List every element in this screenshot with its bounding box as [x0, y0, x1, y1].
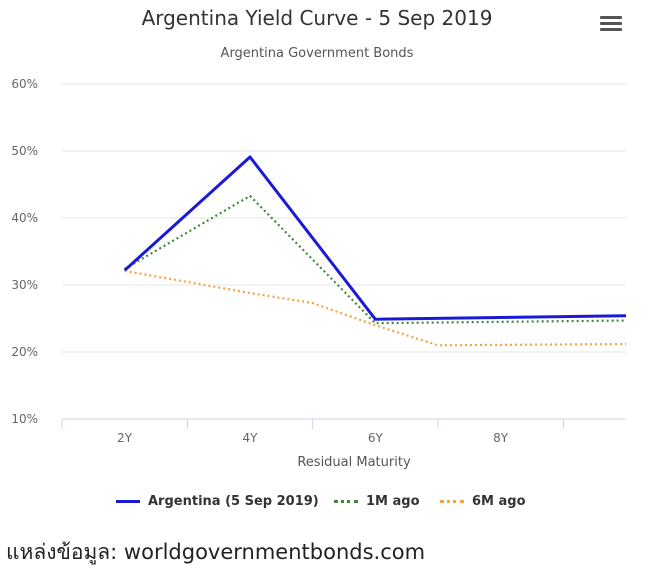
legend-swatch	[440, 500, 464, 503]
y-tick-label: 60%	[11, 77, 38, 91]
legend-label: Argentina (5 Sep 2019)	[148, 494, 319, 509]
chart-title: Argentina Yield Curve - 5 Sep 2019	[141, 6, 493, 30]
x-axis-title: Residual Maturity	[297, 455, 411, 470]
legend-item-0[interactable]: Argentina (5 Sep 2019)	[116, 494, 319, 509]
x-tick-label: 2Y	[117, 431, 133, 445]
y-tick-label: 40%	[11, 211, 38, 225]
y-tick-label: 10%	[11, 412, 38, 426]
legend-label: 6M ago	[472, 494, 526, 509]
hamburger-menu-icon[interactable]	[598, 12, 624, 34]
source-text: แหล่งข้อมูล: worldgovernmentbonds.com	[6, 540, 426, 564]
y-tick-label: 20%	[11, 345, 38, 359]
series-line-2	[124, 269, 627, 347]
legend-label: 1M ago	[366, 494, 420, 509]
series-line-1	[124, 194, 627, 325]
y-tick-label: 50%	[11, 144, 38, 158]
y-tick-label: 30%	[11, 278, 38, 292]
legend-swatch	[116, 500, 140, 503]
x-tick-label: 4Y	[243, 431, 259, 445]
legend: Argentina (5 Sep 2019) 1M ago 6M ago	[0, 494, 650, 516]
x-tick-label: 6Y	[368, 431, 384, 445]
chart-plot-area: 10% 20% 30% 40% 50% 60% 2Y 4Y 6Y 8Y Residual Matur…	[11, 77, 627, 470]
x-tick-label: 8Y	[493, 431, 509, 445]
chart-subtitle: Argentina Government Bonds	[220, 46, 414, 61]
legend-item-2[interactable]: 6M ago	[440, 494, 526, 509]
series-line-0	[123, 155, 627, 321]
legend-swatch	[334, 500, 358, 503]
legend-item-1[interactable]: 1M ago	[334, 494, 420, 509]
